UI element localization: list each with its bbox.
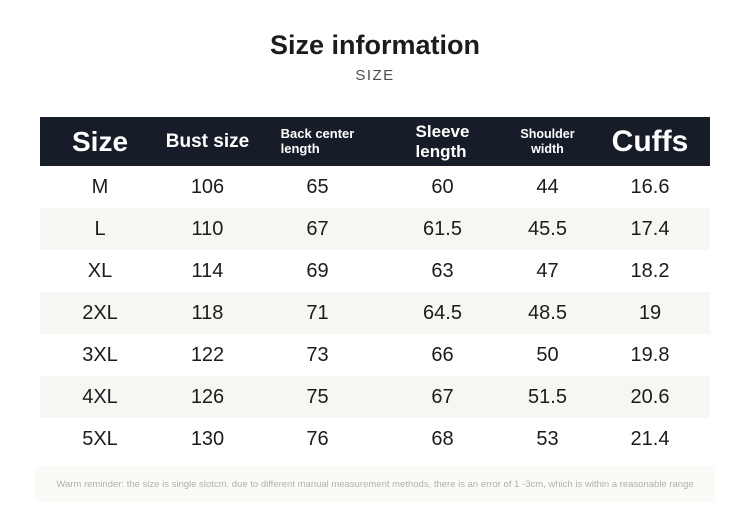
size-value: 47 — [536, 259, 559, 282]
size-label: 2XL — [82, 301, 118, 324]
size-value: 67 — [306, 217, 329, 240]
size-value: 53 — [536, 427, 559, 450]
size-value: 69 — [306, 259, 329, 282]
size-value: 126 — [190, 385, 225, 408]
table-body: M 106 65 60 44 16.6 L 110 67 61.5 45.5 17.4 XL 114 69 6… — [40, 166, 710, 460]
table-row-4xl: 4XL 126 75 67 51.5 20.6 — [40, 376, 710, 418]
size-value: 110 — [191, 217, 224, 240]
size-value: 67 — [431, 385, 454, 408]
size-value: 76 — [306, 427, 329, 450]
warm-reminder-note: Warm reminder: the size is single slotcm… — [35, 466, 715, 502]
column-header-size: Size — [71, 125, 129, 157]
size-value: 19 — [638, 301, 662, 324]
size-value: 71 — [306, 301, 329, 324]
size-value: 45.5 — [528, 217, 567, 240]
page-subtitle: SIZE — [355, 67, 395, 84]
size-value: 75 — [306, 385, 329, 408]
size-table: Size Bust size Back center length Sleeve… — [40, 117, 710, 460]
size-value: 73 — [306, 343, 329, 366]
size-label: 5XL — [82, 427, 118, 450]
page-title: Size information — [269, 30, 480, 60]
size-value: 18.2 — [630, 259, 670, 282]
column-header-bust-size: Bust size — [165, 130, 250, 152]
size-value: 65 — [306, 175, 329, 198]
column-header-cuffs: Cuffs — [611, 124, 689, 158]
column-header-sleeve-length: Sleeve length — [415, 121, 470, 161]
size-value: 19.8 — [630, 343, 670, 366]
size-value: 48.5 — [528, 301, 567, 324]
size-value: 106 — [190, 175, 225, 198]
table-row-m: M 106 65 60 44 16.6 — [40, 166, 710, 208]
size-value: 122 — [190, 343, 225, 366]
size-value: 17.4 — [630, 217, 670, 240]
table-row-2xl: 2XL 118 71 64.5 48.5 19 — [40, 292, 710, 334]
column-header-shoulder-width: Shoulder width — [520, 126, 575, 156]
size-label: M — [91, 175, 109, 198]
size-value: 118 — [191, 301, 224, 324]
size-value: 21.4 — [630, 427, 670, 450]
size-value: 68 — [431, 427, 454, 450]
size-value: 130 — [190, 427, 225, 450]
size-label: XL — [87, 259, 113, 282]
size-label: L — [94, 217, 106, 240]
table-row-5xl: 5XL 130 76 68 53 21.4 — [40, 418, 710, 460]
column-header-back-center-length: Back center length — [280, 125, 355, 156]
table-header-row: Size Bust size Back center length Sleeve… — [40, 117, 710, 166]
size-value: 44 — [536, 175, 559, 198]
size-value: 51.5 — [528, 385, 567, 408]
size-value: 16.6 — [630, 175, 670, 198]
table-row-3xl: 3XL 122 73 66 50 19.8 — [40, 334, 710, 376]
size-value: 20.6 — [630, 385, 670, 408]
size-value: 64.5 — [423, 301, 462, 324]
size-label: 4XL — [82, 385, 118, 408]
size-value: 60 — [431, 175, 454, 198]
table-row-l: L 110 67 61.5 45.5 17.4 — [40, 208, 710, 250]
table-row-xl: XL 114 69 63 47 18.2 — [40, 250, 710, 292]
size-value: 114 — [191, 259, 224, 282]
size-label: 3XL — [82, 343, 118, 366]
size-value: 61.5 — [423, 217, 462, 240]
size-value: 63 — [431, 259, 454, 282]
size-value: 66 — [431, 343, 454, 366]
size-value: 50 — [536, 343, 559, 366]
